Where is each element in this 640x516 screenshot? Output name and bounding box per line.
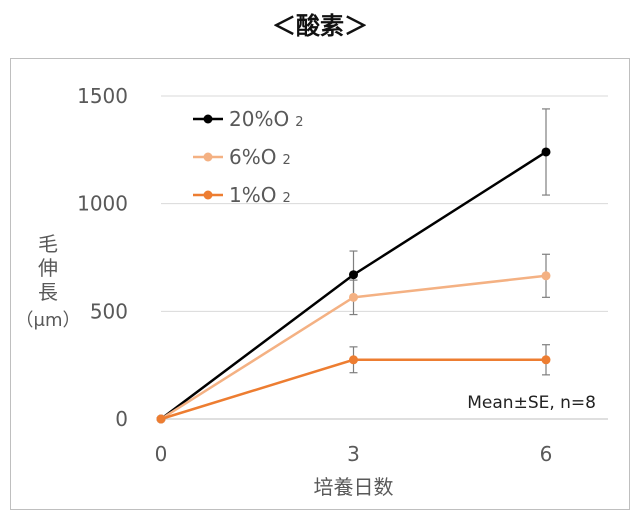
x-tick-label: 3 — [347, 442, 360, 466]
legend-item: 6%O 2 — [193, 145, 291, 169]
legend-subscript: 2 — [295, 115, 303, 130]
series-1 — [156, 253, 551, 424]
legend-label: 1%O — [229, 183, 276, 207]
x-tick-label: 6 — [540, 442, 553, 466]
legend-label: 6%O — [229, 145, 276, 169]
y-axis-label: 長 — [38, 280, 58, 304]
y-axis-label: 伸 — [38, 256, 58, 280]
series-layer — [156, 108, 551, 424]
grid-layer — [161, 95, 608, 420]
y-axis-label: 毛 — [38, 232, 58, 256]
x-tick-label: 0 — [155, 442, 168, 466]
legend-swatch-marker — [203, 152, 213, 162]
legend-item: 20%O 2 — [193, 107, 303, 131]
x-axis-label: 培養日数 — [314, 475, 394, 499]
y-axis-label: （μm） — [16, 310, 81, 331]
y-tick-label: 1500 — [77, 84, 128, 108]
y-tick-label: 1000 — [77, 192, 128, 216]
legend: 20%O 2 6%O 2 1%O 2 — [193, 107, 303, 207]
data-point — [349, 355, 358, 365]
axis-layer: 0 500 1000 1500 0 3 6 — [77, 84, 552, 466]
data-point — [156, 414, 166, 424]
legend-label: 20%O — [229, 107, 289, 131]
data-point — [541, 147, 551, 157]
legend-item: 1%O 2 — [193, 183, 291, 207]
data-point — [349, 292, 358, 302]
label-layer: 培養日数 毛伸長 （μm） Mean±SE, n=8 — [16, 232, 597, 499]
legend-subscript: 2 — [282, 191, 290, 206]
data-point — [349, 270, 358, 280]
y-tick-label: 0 — [115, 407, 128, 431]
data-point — [541, 271, 551, 281]
legend-swatch-marker — [203, 190, 213, 200]
legend-swatch-marker — [203, 114, 213, 124]
stats-annotation: Mean±SE, n=8 — [467, 393, 596, 413]
y-tick-label: 500 — [90, 299, 128, 323]
chart-title: ＜酸素＞ — [272, 12, 368, 40]
legend-subscript: 2 — [282, 153, 290, 168]
data-point — [541, 355, 551, 365]
series-2 — [156, 344, 551, 424]
chart-frame — [10, 58, 630, 510]
